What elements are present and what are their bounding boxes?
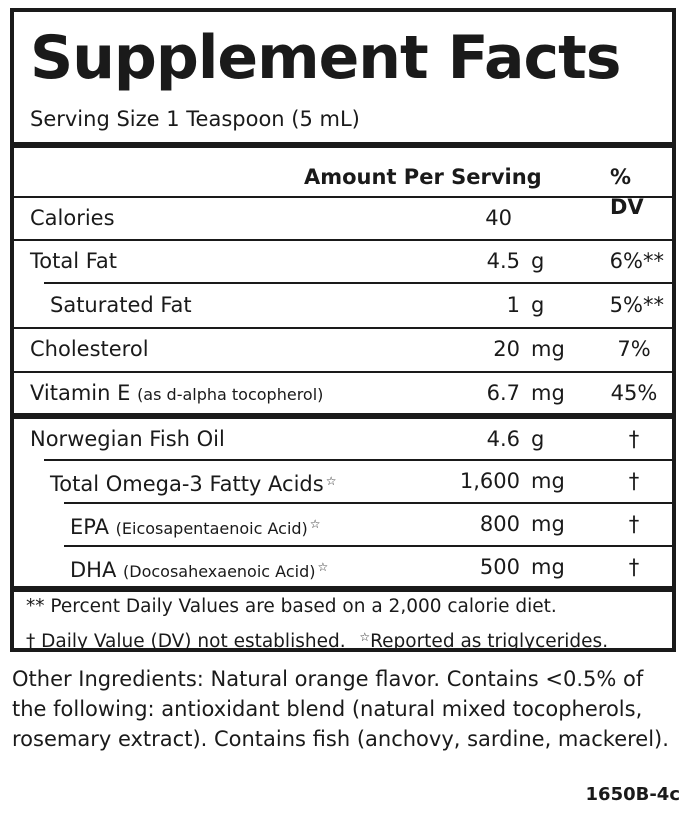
- nutrient-amount: 500: [479, 555, 520, 579]
- star-icon: ☆: [325, 474, 337, 488]
- nutrient-row-vitamin-e: Vitamin E (as d-alpha tocopherol) 6.7 mg…: [14, 371, 672, 415]
- nutrient-name-group: Total Omega-3 Fatty Acids ☆: [50, 459, 336, 506]
- star-icon: ☆: [309, 517, 321, 531]
- nutrient-name: Norwegian Fish Oil: [30, 427, 225, 451]
- divider-thin: [44, 282, 672, 284]
- nutrient-unit: g: [531, 293, 545, 317]
- nutrient-dv: 45%: [610, 381, 658, 405]
- divider-thin: [64, 545, 672, 547]
- nutrient-name: Total Omega-3 Fatty Acids: [50, 472, 324, 496]
- nutrient-name: Cholesterol: [30, 337, 149, 361]
- divider-thick: [14, 586, 672, 592]
- nutrient-dv: 5%**: [609, 293, 664, 317]
- nutrient-name: Vitamin E: [30, 381, 138, 405]
- divider-thin: [14, 239, 672, 241]
- nutrient-dv: 6%**: [609, 249, 664, 273]
- serving-size: Serving Size 1 Teaspoon (5 mL): [30, 107, 360, 131]
- amount-header: Amount Per Serving: [304, 165, 542, 189]
- nutrient-amount: 1,600: [459, 469, 520, 493]
- nutrient-name: DHA: [70, 558, 124, 582]
- nutrient-dv: †: [628, 427, 640, 451]
- nutrient-unit: mg: [531, 337, 565, 361]
- nutrient-row-dha: DHA (Docosahexaenoic Acid) ☆ 500 mg †: [14, 545, 672, 589]
- nutrient-unit: mg: [531, 512, 565, 536]
- nutrient-amount: 4.5: [486, 249, 520, 273]
- nutrient-name: Saturated Fat: [50, 293, 192, 317]
- star-icon: ☆: [359, 630, 371, 644]
- nutrient-dv: 7%: [617, 337, 651, 361]
- nutrient-name: Total Fat: [30, 249, 117, 273]
- divider-thin: [14, 196, 672, 198]
- footnote-not-established: † Daily Value (DV) not established. ☆Rep…: [26, 622, 608, 657]
- nutrient-unit: g: [531, 427, 545, 451]
- product-code: 1650B-4c: [585, 784, 680, 805]
- divider-thin: [14, 371, 672, 373]
- nutrient-unit: g: [531, 249, 545, 273]
- nutrient-unit: mg: [531, 469, 565, 493]
- nutrient-unit: mg: [531, 381, 565, 405]
- divider-thick: [14, 413, 672, 419]
- nutrient-row-cholesterol: Cholesterol 20 mg 7%: [14, 327, 672, 371]
- nutrient-dv: †: [628, 469, 640, 493]
- dv-header: % DV: [610, 165, 644, 219]
- other-ingredients: Other Ingredients: Natural orange flavor…: [12, 667, 669, 751]
- nutrient-row-total-fat: Total Fat 4.5 g 6%**: [14, 239, 672, 283]
- divider-thin: [44, 459, 672, 461]
- nutrient-amount: 800: [479, 512, 520, 536]
- nutrient-row-omega-3: Total Omega-3 Fatty Acids ☆ 1,600 mg †: [14, 459, 672, 503]
- footnote-triglycerides-text: Reported as triglycerides.: [370, 631, 609, 652]
- nutrient-row-saturated-fat: Saturated Fat 1 g 5%**: [14, 283, 672, 327]
- nutrient-amount: 20: [493, 337, 520, 361]
- nutrient-row-fish-oil: Norwegian Fish Oil 4.6 g †: [14, 417, 672, 461]
- footnote-daily-values: ** Percent Daily Values are based on a 2…: [26, 596, 557, 617]
- nutrient-amount: 1: [506, 293, 520, 317]
- star-icon: ☆: [317, 560, 329, 574]
- footnote-dv-text: † Daily Value (DV) not established.: [26, 631, 346, 652]
- nutrient-source: (Eicosapentaenoic Acid): [115, 519, 308, 538]
- supplement-facts-panel: Supplement Facts Serving Size 1 Teaspoon…: [10, 8, 676, 652]
- nutrient-source: (as d-alpha tocopherol): [137, 385, 324, 404]
- nutrient-name-group: Vitamin E (as d-alpha tocopherol): [30, 371, 323, 417]
- nutrient-name: Calories: [30, 206, 115, 230]
- divider-thin: [64, 502, 672, 504]
- nutrient-amount: 4.6: [486, 427, 520, 451]
- nutrient-dv: †: [628, 555, 640, 579]
- nutrient-dv: †: [628, 512, 640, 536]
- nutrient-amount: 40: [485, 206, 512, 230]
- nutrient-name-group: EPA (Eicosapentaenoic Acid) ☆: [70, 502, 321, 551]
- divider-thin: [14, 327, 672, 329]
- nutrient-unit: mg: [531, 555, 565, 579]
- nutrient-name-group: DHA (Docosahexaenoic Acid) ☆: [70, 545, 328, 594]
- panel-title: Supplement Facts: [30, 23, 622, 93]
- nutrient-row-calories: Calories 40: [14, 196, 672, 240]
- nutrient-amount: 6.7: [486, 381, 520, 405]
- nutrient-source: (Docosahexaenoic Acid): [123, 562, 316, 581]
- nutrient-row-epa: EPA (Eicosapentaenoic Acid) ☆ 800 mg †: [14, 502, 672, 546]
- nutrient-name: EPA: [70, 515, 116, 539]
- divider-thick: [14, 142, 672, 148]
